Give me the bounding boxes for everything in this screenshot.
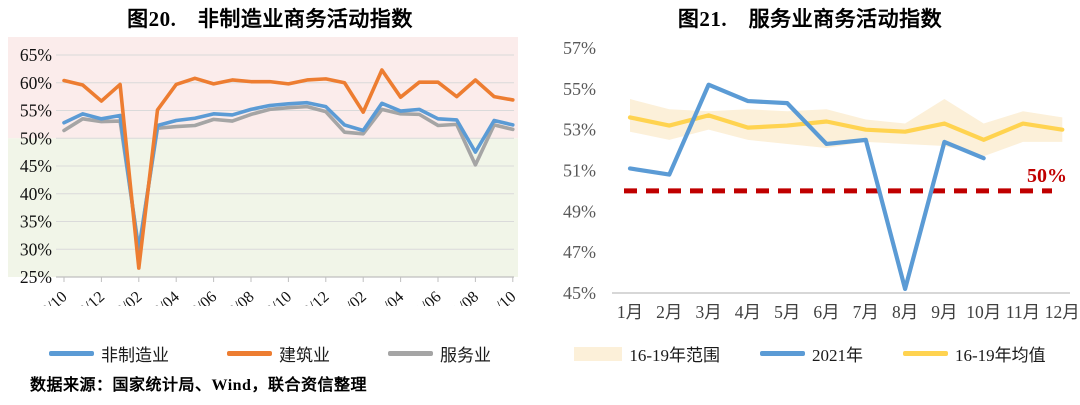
- chart20-plot: 65%60%55%50%45%40%35%30%25%19/1019/1220/…: [8, 37, 519, 306]
- chart20-panel: 图20. 非制造业商务活动指数 65% 60% 55% 50% 45% 40% 35% 30%…: [0, 7, 540, 394]
- chart21-panel: 图21. 服务业商务活动指数 50% 57% 55% 53% 51% 49% 47% 45% 1…: [540, 0, 1080, 405]
- y-tick-label: 49%: [563, 201, 596, 221]
- x-tick-label: 19/12: [70, 288, 108, 306]
- x-tick-label: 8月: [892, 302, 918, 322]
- legend-item-services: 服务业: [388, 341, 491, 366]
- legend-label-construction: 建筑业: [279, 346, 330, 365]
- x-tick-label: 7月: [853, 302, 879, 322]
- legend-label-2021: 2021年: [812, 346, 863, 365]
- legend-item-nonmanufacturing: 非制造业: [49, 341, 169, 366]
- y-tick-label: 60%: [20, 73, 52, 93]
- y-tick-label: 50%: [20, 128, 52, 148]
- x-tick-label: 10月: [966, 302, 1001, 322]
- legend-item-mean-16-19: 16-19年均值: [903, 341, 1046, 366]
- y-tick-label: 65%: [20, 45, 52, 65]
- y-tick-label: 45%: [563, 283, 596, 303]
- x-tick-label: 9月: [931, 302, 957, 322]
- y-tick-label: 25%: [20, 267, 52, 287]
- y-tick-label: 55%: [563, 79, 596, 99]
- y-tick-label: 53%: [563, 120, 596, 140]
- legend-line-swatch-construction: [227, 351, 272, 356]
- legend-label-services: 服务业: [440, 346, 491, 365]
- legend-line-swatch-nonmanufacturing: [49, 351, 94, 356]
- chart21-plot: 50% 57% 55% 53% 51% 49% 47% 45% 1月 2月 3月 4月 5月 6月 7月 8月…: [563, 38, 1080, 322]
- x-tick-label: 11月: [1006, 302, 1040, 322]
- ref-line-label: 50%: [1027, 165, 1067, 187]
- source-note: 数据来源：国家统计局、Wind，联合资信整理: [30, 377, 367, 394]
- x-tick-label: 20/10: [257, 288, 295, 306]
- chart21-title: 图21. 服务业商务活动指数: [677, 7, 943, 31]
- x-tick-label: 12月: [1045, 302, 1080, 322]
- x-tick-label: 21/02: [331, 288, 369, 306]
- legend-label-mean: 16-19年均值: [955, 346, 1046, 365]
- y-tick-label: 57%: [563, 38, 596, 58]
- legend-line-swatch-2021: [760, 351, 805, 356]
- y-tick-label: 35%: [20, 212, 52, 232]
- series-line-mean-16-19: [627, 113, 1065, 142]
- legend-line-swatch-services: [388, 351, 433, 356]
- bg-below-50: [8, 138, 518, 277]
- y-tick-label: 47%: [563, 242, 596, 262]
- x-tick-label: 1月: [617, 302, 643, 322]
- x-tick-label: 4月: [735, 302, 761, 322]
- x-tick-label: 20/02: [107, 288, 145, 306]
- x-tick-label: 21/06: [406, 288, 444, 306]
- x-tick-label: 20/04: [144, 288, 182, 306]
- x-tick-label: 3月: [695, 302, 721, 322]
- x-tick-label: 5月: [774, 302, 800, 322]
- legend-label-nonmanufacturing: 非制造业: [101, 346, 169, 365]
- x-tick-label: 19/10: [32, 288, 70, 306]
- x-tick-label: 20/06: [182, 288, 220, 306]
- x-tick-label: 20/12: [294, 288, 332, 306]
- y-tick-label: 40%: [20, 184, 52, 204]
- y-tick-label: 55%: [20, 101, 52, 121]
- x-tick-label: 21/10: [481, 288, 519, 306]
- x-tick-label: 2月: [656, 302, 682, 322]
- chart21-legend: 16-19年范围 2021年 16-19年均值: [540, 341, 1080, 366]
- chart20-legend: 非制造业 建筑业 服务业: [0, 341, 540, 366]
- legend-label-range: 16-19年范围: [629, 346, 720, 365]
- chart20-title: 图20. 非制造业商务活动指数: [127, 7, 413, 31]
- x-tick-label: 21/08: [444, 288, 482, 306]
- y-tick-label: 30%: [20, 239, 52, 259]
- x-tick-label: 20/08: [219, 288, 257, 306]
- x-tick-label: 6月: [813, 302, 839, 322]
- legend-band-swatch-range: [574, 346, 623, 361]
- series-line-1: [62, 68, 515, 270]
- series-line-2021: [627, 82, 986, 292]
- legend-item-range-16-19: 16-19年范围: [574, 341, 720, 366]
- x-tick-label: 21/04: [369, 288, 407, 306]
- y-tick-label: 51%: [563, 160, 596, 180]
- legend-line-swatch-mean: [903, 351, 948, 356]
- legend-item-construction: 建筑业: [227, 341, 330, 366]
- legend-item-2021: 2021年: [760, 341, 863, 366]
- y-tick-label: 45%: [20, 156, 52, 176]
